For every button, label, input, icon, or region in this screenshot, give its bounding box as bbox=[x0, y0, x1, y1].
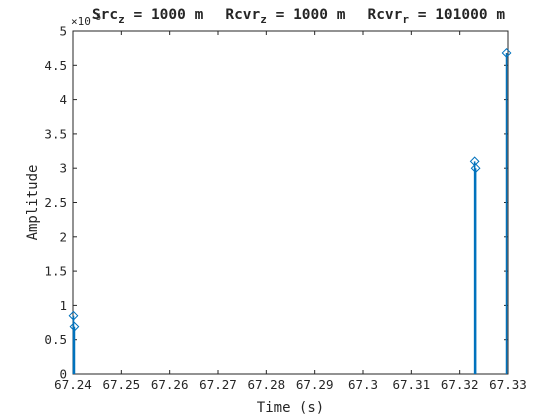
stem-marker bbox=[501, 48, 512, 58]
x-tick-label: 67.25 bbox=[103, 377, 141, 392]
x-axis-label: Time (s) bbox=[257, 400, 324, 416]
x-tick-label: 67.32 bbox=[441, 377, 479, 392]
x-tick-label: 67.27 bbox=[199, 377, 237, 392]
y-tick-label: 0.5 bbox=[44, 332, 67, 347]
y-tick-label: 2.5 bbox=[44, 195, 67, 210]
x-tick-label: 67.31 bbox=[393, 377, 431, 392]
y-axis-label: Amplitude bbox=[25, 165, 41, 241]
x-tick-label: 67.26 bbox=[151, 377, 189, 392]
chart-title: Srcz = 1000 m Rcvrz = 1000 m Rcvrr = 10100… bbox=[92, 7, 505, 26]
y-tick-label: 1 bbox=[59, 298, 67, 313]
x-tick-label: 67.24 bbox=[54, 377, 92, 392]
stem-marker bbox=[470, 163, 481, 174]
y-tick-label: 5 bbox=[59, 24, 67, 39]
y-tick-label: 0 bbox=[59, 367, 67, 382]
plot-area bbox=[72, 30, 509, 375]
y-tick-label: 3.5 bbox=[44, 126, 67, 141]
x-tick-label: 67.29 bbox=[296, 377, 334, 392]
x-tick-label: 67.28 bbox=[248, 377, 286, 392]
x-tick-label: 67.3 bbox=[348, 377, 378, 392]
stem-marker bbox=[68, 310, 79, 321]
y-tick-label: 2 bbox=[59, 229, 67, 244]
x-axis: 67.24 67.25 67.26 67.27 67.28 67.29 67.3 67.31 6… bbox=[54, 31, 527, 392]
y-tick-label: 3 bbox=[59, 161, 67, 176]
data-series bbox=[68, 48, 512, 374]
stem-marker bbox=[69, 321, 80, 332]
y-axis: 0 0.5 1 1.5 2 2.5 3 3.5 4 4.5 5 bbox=[44, 24, 508, 382]
chart-title-text: Srcz = 1000 m Rcvrz = 1000 m Rcvrr = 10100… bbox=[92, 7, 505, 26]
y-tick-label: 4 bbox=[59, 92, 67, 107]
y-tick-label: 4.5 bbox=[44, 58, 67, 73]
y-exponent-label: ×10-5 bbox=[71, 13, 101, 28]
x-tick-label: 67.33 bbox=[489, 377, 527, 392]
y-tick-label: 1.5 bbox=[44, 264, 67, 279]
